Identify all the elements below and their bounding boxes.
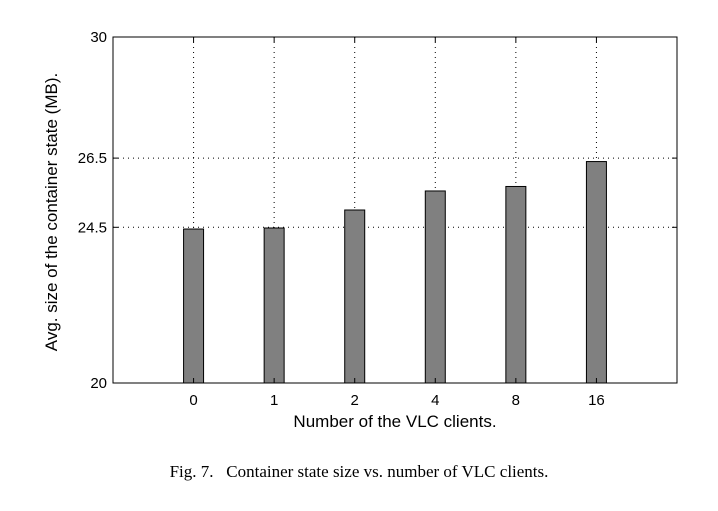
bar-2	[344, 209, 366, 384]
x-tick-labels: 0 1 2 4 8 16	[189, 392, 604, 409]
y-tick-label: 26.5	[78, 150, 107, 167]
y-tick-label: 30	[90, 29, 107, 46]
bar-1	[263, 227, 285, 384]
axis-ticks	[113, 36, 677, 384]
y-tick-label: 24.5	[78, 219, 107, 236]
bar-4	[424, 190, 446, 384]
x-tick-label: 2	[351, 392, 359, 409]
bar-8	[505, 185, 527, 384]
x-tick-label: 16	[588, 392, 605, 409]
x-axis-label: Number of the VLC clients.	[293, 412, 496, 431]
figure-caption: Fig. 7. Container state size vs. number …	[169, 462, 549, 481]
y-tick-label: 20	[90, 375, 107, 392]
y-axis-label: Avg. size of the container state (MB).	[42, 73, 61, 351]
x-tick-label: 0	[189, 392, 197, 409]
x-tick-label: 1	[270, 392, 278, 409]
bar-16	[585, 161, 607, 384]
y-tick-labels: 20 24.5 26.5 30	[78, 29, 107, 392]
bars	[183, 161, 607, 384]
bar-chart: 0 1 2 4 8 16 20 24.5 26.5 30 Number of the VLC c…	[42, 29, 678, 431]
x-tick-label: 4	[431, 392, 439, 409]
bar-0	[183, 228, 205, 384]
x-tick-label: 8	[512, 392, 520, 409]
plot-frame	[112, 36, 678, 384]
